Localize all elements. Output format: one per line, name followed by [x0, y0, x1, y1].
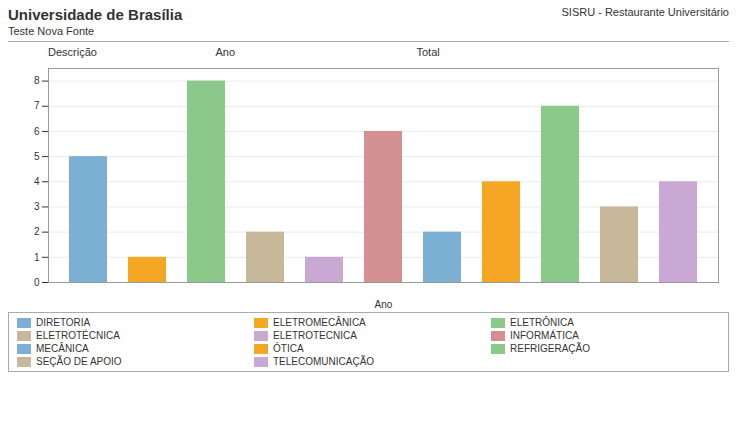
html-text:Ano: Ano [215, 46, 236, 58]
svg-text:7: 7 [34, 100, 40, 111]
html-text:Universidade de Brasília: Universidade de Brasília [8, 6, 183, 23]
svg-text:3: 3 [34, 201, 40, 212]
html-text:Descrição: Descrição [48, 46, 97, 58]
html-text:TELECOMUNICAÇÃO: TELECOMUNICAÇÃO [273, 356, 375, 367]
svg-text:0: 0 [34, 277, 40, 288]
html-text:SISRU - Restaurante Universitá: SISRU - Restaurante Universitário [561, 6, 729, 18]
html-text:ELETROMECÂNICA: ELETROMECÂNICA [273, 317, 366, 328]
html-text:ELETRÔNICA: ELETRÔNICA [510, 317, 574, 328]
html-text:Total: Total [416, 46, 440, 58]
svg-text:1: 1 [34, 252, 40, 263]
svg-text:5: 5 [34, 151, 40, 162]
svg-text:2: 2 [34, 226, 40, 237]
html-text:REFRIGERAÇÃO: REFRIGERAÇÃO [510, 343, 590, 354]
html-text:ELETROTÉCNICA: ELETROTÉCNICA [36, 330, 120, 341]
svg-text:6: 6 [34, 126, 40, 137]
svg-text:4: 4 [34, 176, 40, 187]
html-text:MECÂNICA: MECÂNICA [36, 343, 89, 354]
html-text:SEÇÃO DE APOIO: SEÇÃO DE APOIO [36, 356, 122, 367]
html-text:Teste Nova Fonte: Teste Nova Fonte [8, 25, 95, 37]
html-text:DIRETORIA: DIRETORIA [36, 317, 91, 328]
svg-text:8: 8 [34, 75, 40, 86]
html-text:ÓTICA: ÓTICA [273, 343, 304, 354]
html-text:INFORMÁTICA: INFORMÁTICA [510, 330, 579, 341]
svg-text:Ano: Ano [375, 299, 393, 310]
html-text:ELETROTECNICA: ELETROTECNICA [273, 330, 357, 341]
